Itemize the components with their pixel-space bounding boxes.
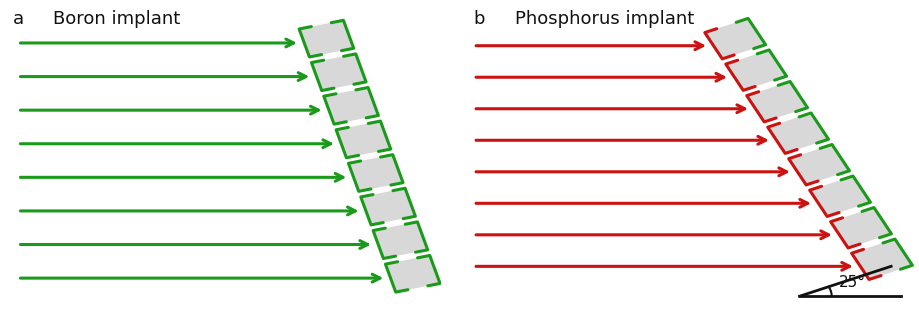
Polygon shape: [312, 54, 366, 90]
Polygon shape: [802, 190, 827, 219]
Polygon shape: [303, 62, 322, 92]
Text: a: a: [13, 10, 25, 28]
Polygon shape: [316, 96, 335, 126]
Polygon shape: [291, 29, 310, 59]
Polygon shape: [323, 88, 379, 124]
Polygon shape: [341, 163, 358, 193]
Text: Boron implant: Boron implant: [53, 10, 180, 28]
Polygon shape: [823, 222, 848, 251]
Polygon shape: [760, 127, 785, 156]
Polygon shape: [336, 121, 391, 158]
Polygon shape: [831, 208, 891, 248]
Polygon shape: [348, 155, 403, 191]
Text: Phosphorus implant: Phosphorus implant: [515, 10, 694, 28]
Polygon shape: [328, 130, 346, 159]
Polygon shape: [353, 197, 371, 226]
Polygon shape: [810, 176, 870, 216]
Polygon shape: [361, 188, 415, 225]
Polygon shape: [366, 231, 383, 260]
Text: b: b: [473, 10, 485, 28]
Polygon shape: [726, 50, 787, 90]
Polygon shape: [378, 264, 396, 294]
Polygon shape: [852, 239, 913, 279]
Polygon shape: [739, 96, 765, 124]
Polygon shape: [373, 222, 427, 259]
Polygon shape: [719, 64, 743, 93]
Polygon shape: [789, 145, 849, 185]
Polygon shape: [705, 18, 766, 59]
Text: 25°: 25°: [838, 275, 866, 289]
Polygon shape: [781, 159, 806, 187]
Polygon shape: [385, 255, 440, 292]
Polygon shape: [767, 113, 829, 153]
Polygon shape: [747, 81, 808, 122]
Polygon shape: [844, 253, 869, 282]
Polygon shape: [300, 20, 354, 57]
Polygon shape: [698, 33, 722, 61]
